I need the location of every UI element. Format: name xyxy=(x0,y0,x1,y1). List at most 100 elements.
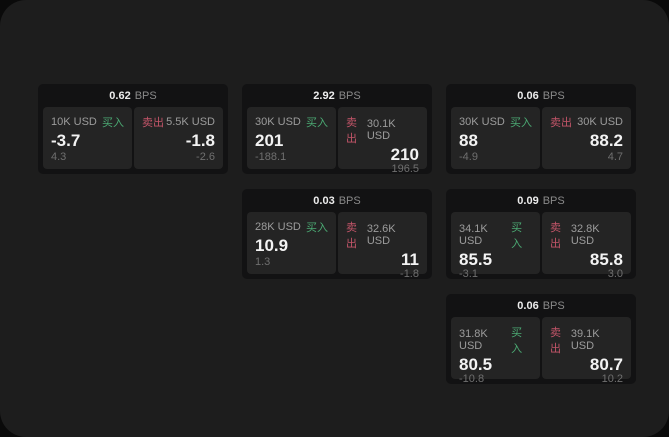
sell-price: 80.7 xyxy=(589,355,623,374)
bps-unit-label: BPS xyxy=(542,194,565,207)
buy-side-label: 买入 xyxy=(102,117,124,129)
sell-tile-top: 卖出 39.1K USD xyxy=(550,324,623,356)
sell-amount: 39.1K USD xyxy=(570,328,600,352)
spread-card: 0.03 BPS 28K USD 买入 10.9 1.3 卖出 32.6K US… xyxy=(242,189,432,280)
bps-header: 2.92 BPS xyxy=(247,84,427,107)
buy-amount: 30K USD xyxy=(459,116,505,128)
sell-tile-top: 卖出 30K USD xyxy=(550,114,623,130)
spread-card: 0.06 BPS 31.8K USD 买入 80.5 -10.8 卖出 39.1… xyxy=(446,294,636,385)
sell-side-label: 卖出 xyxy=(550,117,572,129)
quote-tiles: 30K USD 买入 88 -4.9 卖出 30K USD 88.2 4.7 xyxy=(451,107,631,169)
buy-price: 85.5 xyxy=(459,250,493,269)
buy-delta: -4.9 xyxy=(459,151,478,163)
bps-value: 0.09 xyxy=(517,194,539,207)
sell-amount: 30K USD xyxy=(577,116,623,128)
sell-tile[interactable]: 卖出 32.8K USD 85.8 3.0 xyxy=(542,212,631,280)
bps-header: 0.06 BPS xyxy=(451,84,631,107)
bps-unit-label: BPS xyxy=(338,89,361,102)
buy-tile-top: 34.1K USD 买入 xyxy=(459,219,532,251)
sell-amount: 30.1K USD xyxy=(366,118,396,142)
sell-side-label: 卖出 xyxy=(550,327,561,355)
bps-header: 0.03 BPS xyxy=(247,189,427,212)
bps-value: 0.03 xyxy=(313,194,335,207)
buy-price: 201 xyxy=(255,131,284,150)
buy-tile[interactable]: 34.1K USD 买入 85.5 -3.1 xyxy=(451,212,540,280)
buy-tile-top: 30K USD 买入 xyxy=(255,114,328,130)
sell-tile-top: 卖出 32.6K USD xyxy=(346,219,419,251)
sell-price: 85.8 xyxy=(589,250,623,269)
buy-side-label: 买入 xyxy=(306,222,328,234)
buy-tile[interactable]: 28K USD 买入 10.9 1.3 xyxy=(247,212,336,274)
sell-price: -1.8 xyxy=(185,131,215,150)
buy-price: 10.9 xyxy=(255,236,289,255)
bps-value: 0.06 xyxy=(517,299,539,312)
sell-amount: 32.8K USD xyxy=(570,223,600,247)
sell-delta: 196.5 xyxy=(391,163,419,175)
sell-delta: 3.0 xyxy=(607,268,623,280)
sell-tile-top: 卖出 5.5K USD xyxy=(142,114,215,130)
buy-side-label: 买入 xyxy=(511,327,523,355)
bps-header: 0.09 BPS xyxy=(451,189,631,212)
buy-price: 80.5 xyxy=(459,355,493,374)
buy-amount: 10K USD xyxy=(51,116,97,128)
buy-tile-top: 31.8K USD 买入 xyxy=(459,324,532,356)
buy-delta: 1.3 xyxy=(255,256,271,268)
bps-unit-label: BPS xyxy=(542,299,565,312)
quote-tiles: 10K USD 买入 -3.7 4.3 卖出 5.5K USD -1.8 -2.… xyxy=(43,107,223,169)
buy-tile[interactable]: 30K USD 买入 201 -188.1 xyxy=(247,107,336,169)
bps-header: 0.62 BPS xyxy=(43,84,223,107)
sell-delta: -1.8 xyxy=(400,268,419,280)
buy-tile-top: 30K USD 买入 xyxy=(459,114,532,130)
bps-value: 0.62 xyxy=(109,89,131,102)
bps-value: 2.92 xyxy=(313,89,335,102)
sell-price: 11 xyxy=(401,250,419,269)
sell-delta: 10.2 xyxy=(601,373,623,385)
quote-tiles: 28K USD 买入 10.9 1.3 卖出 32.6K USD 11 -1.8 xyxy=(247,212,427,280)
buy-tile-top: 28K USD 买入 xyxy=(255,219,328,235)
cards-grid: 0.62 BPS 10K USD 买入 -3.7 4.3 卖出 5.5K USD… xyxy=(38,84,636,385)
quote-tiles: 30K USD 买入 201 -188.1 卖出 30.1K USD 210 1… xyxy=(247,107,427,175)
spread-card: 0.06 BPS 30K USD 买入 88 -4.9 卖出 30K USD 8… xyxy=(446,84,636,174)
buy-tile-top: 10K USD 买入 xyxy=(51,114,124,130)
sell-tile[interactable]: 卖出 30K USD 88.2 4.7 xyxy=(542,107,631,169)
buy-delta: -3.1 xyxy=(459,268,478,280)
bps-header: 0.06 BPS xyxy=(451,294,631,317)
buy-amount: 28K USD xyxy=(255,221,301,233)
buy-tile[interactable]: 31.8K USD 买入 80.5 -10.8 xyxy=(451,317,540,385)
sell-price: 88.2 xyxy=(589,131,623,150)
bps-unit-label: BPS xyxy=(542,89,565,102)
sell-price: 210 xyxy=(390,145,419,164)
buy-tile[interactable]: 30K USD 买入 88 -4.9 xyxy=(451,107,540,169)
spread-card: 0.09 BPS 34.1K USD 买入 85.5 -3.1 卖出 32.8K… xyxy=(446,189,636,280)
sell-delta: -2.6 xyxy=(196,151,215,163)
buy-delta: 4.3 xyxy=(51,151,67,163)
sell-side-label: 卖出 xyxy=(550,222,561,250)
sell-side-label: 卖出 xyxy=(142,117,164,129)
quote-tiles: 34.1K USD 买入 85.5 -3.1 卖出 32.8K USD 85.8… xyxy=(451,212,631,280)
buy-delta: -188.1 xyxy=(255,151,287,163)
sell-tile[interactable]: 卖出 32.6K USD 11 -1.8 xyxy=(338,212,427,280)
sell-tile-top: 卖出 32.8K USD xyxy=(550,219,623,251)
buy-tile[interactable]: 10K USD 买入 -3.7 4.3 xyxy=(43,107,132,169)
buy-side-label: 买入 xyxy=(510,117,532,129)
sell-amount: 32.6K USD xyxy=(366,223,396,247)
sell-tile-top: 卖出 30.1K USD xyxy=(346,114,419,146)
sell-tile[interactable]: 卖出 5.5K USD -1.8 -2.6 xyxy=(134,107,223,169)
sell-tile[interactable]: 卖出 39.1K USD 80.7 10.2 xyxy=(542,317,631,385)
buy-side-label: 买入 xyxy=(511,222,523,250)
buy-amount: 34.1K USD xyxy=(459,223,488,247)
buy-amount: 31.8K USD xyxy=(459,328,488,352)
sell-side-label: 卖出 xyxy=(346,117,357,145)
spread-card: 2.92 BPS 30K USD 买入 201 -188.1 卖出 30.1K … xyxy=(242,84,432,175)
sell-tile[interactable]: 卖出 30.1K USD 210 196.5 xyxy=(338,107,427,175)
buy-price: 88 xyxy=(459,131,478,150)
buy-side-label: 买入 xyxy=(306,117,328,129)
bps-unit-label: BPS xyxy=(338,194,361,207)
bps-value: 0.06 xyxy=(517,89,539,102)
spread-card: 0.62 BPS 10K USD 买入 -3.7 4.3 卖出 5.5K USD… xyxy=(38,84,228,174)
buy-price: -3.7 xyxy=(51,131,81,150)
sell-side-label: 卖出 xyxy=(346,222,357,250)
sell-amount: 5.5K USD xyxy=(166,116,215,128)
sell-delta: 4.7 xyxy=(607,151,623,163)
